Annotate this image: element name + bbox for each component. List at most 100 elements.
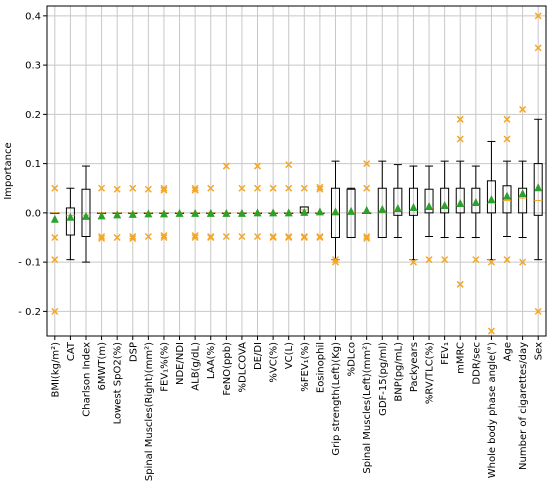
x-tick-label: Eosinophil: [315, 342, 326, 393]
box: [471, 187, 481, 214]
outlier-stroke: [98, 234, 106, 243]
outlier-stroke: [113, 185, 121, 193]
box-group: [393, 164, 403, 238]
outlier-marker: [160, 231, 168, 240]
mean-marker: [144, 209, 153, 218]
box-group: [533, 12, 543, 315]
outlier-marker: [98, 232, 106, 241]
outlier-stroke: [363, 184, 371, 192]
y-tick-label: 0.3: [25, 61, 41, 72]
outlier-marker: [409, 258, 417, 266]
outlier-stroke: [285, 184, 293, 192]
box-group: [284, 161, 294, 242]
box-group: [330, 160, 340, 266]
outlier-marker: [253, 162, 262, 170]
box-group: [362, 160, 372, 243]
outlier-marker: [456, 115, 464, 123]
outlier-marker: [472, 256, 480, 264]
mean-marker: [534, 183, 543, 192]
outlier-stroke: [144, 185, 152, 193]
box: [455, 187, 465, 214]
outlier-marker: [441, 256, 449, 264]
grid-layer: [47, 6, 546, 336]
x-tick-label: %RV/TLC(%): [425, 342, 436, 404]
outlier-marker: [269, 233, 277, 242]
outlier-marker: [144, 232, 152, 241]
mean-marker: [518, 189, 527, 198]
mean-marker: [503, 191, 512, 200]
outlier-stroke: [129, 232, 137, 241]
outlier-marker: [51, 184, 59, 192]
outlier-marker: [363, 234, 371, 243]
x-tick-label: VC(L): [284, 342, 295, 369]
outlier-marker: [191, 186, 199, 194]
outlier-marker: [316, 183, 324, 191]
y-axis-title: Importance: [3, 142, 14, 199]
mean-marker: [456, 199, 465, 208]
x-tick-label: DDR/sec: [471, 342, 482, 385]
mean-marker: [222, 208, 231, 217]
mean-marker: [128, 209, 137, 218]
outlier-marker: [519, 105, 527, 113]
y-tick-label: 0.4: [25, 11, 41, 22]
outlier-stroke: [300, 184, 308, 192]
box-layer: [50, 12, 543, 335]
box-group: [486, 140, 496, 335]
x-tick-label: NDE/NDI: [175, 342, 186, 385]
outlier-marker: [160, 233, 168, 242]
outlier-marker: [519, 258, 527, 266]
x-tick-label: Spinal Muscles(Right)(mm²): [144, 342, 155, 481]
outlier-marker: [222, 232, 230, 241]
mean-marker: [269, 208, 278, 217]
box-group: [221, 162, 231, 241]
outlier-marker: [253, 184, 262, 192]
box: [502, 185, 512, 214]
mean-marker: [113, 210, 122, 219]
x-tick-label: Grip strength(Left)(Kg): [331, 342, 342, 456]
box: [518, 187, 528, 214]
outlier-marker: [300, 233, 308, 242]
mean-marker: [237, 208, 246, 217]
box-group: [518, 105, 528, 266]
outlier-stroke: [160, 231, 168, 240]
x-tick-label: FeNO(ppb): [222, 342, 233, 396]
outlier-marker: [238, 232, 246, 241]
x-tick-label: GDF-15(pg/ml): [378, 342, 389, 416]
box-group: [237, 184, 247, 241]
x-tick-label: FEV₁: [440, 342, 451, 365]
outlier-marker: [269, 184, 277, 192]
outlier-stroke: [51, 184, 59, 192]
mean-marker: [378, 204, 387, 213]
outlier-stroke: [285, 233, 293, 242]
mean-marker: [425, 201, 434, 210]
outlier-marker: [113, 185, 121, 193]
outlier-stroke: [191, 231, 199, 240]
outlier-marker: [51, 233, 59, 242]
mean-marker: [409, 202, 418, 211]
x-tick-label: mMRC: [456, 342, 467, 374]
outlier-stroke: [316, 185, 324, 193]
x-tick-label: Packyears: [409, 342, 420, 392]
outlier-marker: [51, 307, 59, 315]
outlier-marker: [98, 234, 106, 243]
box-group: [408, 165, 418, 266]
box: [393, 187, 403, 216]
outlier-stroke: [503, 135, 511, 143]
mean-marker: [253, 208, 262, 217]
outlier-stroke: [51, 233, 59, 242]
outlier-marker: [503, 115, 511, 123]
box-group: [315, 183, 325, 242]
y-tick-label: 0.2: [25, 110, 41, 121]
x-tick-label: DE/DI: [253, 342, 264, 370]
outlier-marker: [316, 233, 324, 242]
outlier-stroke: [129, 184, 137, 192]
outlier-stroke: [487, 327, 495, 335]
box-group: [112, 185, 122, 242]
outlier-stroke: [51, 256, 59, 264]
outlier-marker: [129, 234, 137, 243]
x-tick-label: DSP: [128, 342, 139, 362]
outlier-stroke: [191, 184, 199, 192]
plot-frame: [46, 5, 547, 337]
outlier-stroke: [363, 232, 371, 241]
